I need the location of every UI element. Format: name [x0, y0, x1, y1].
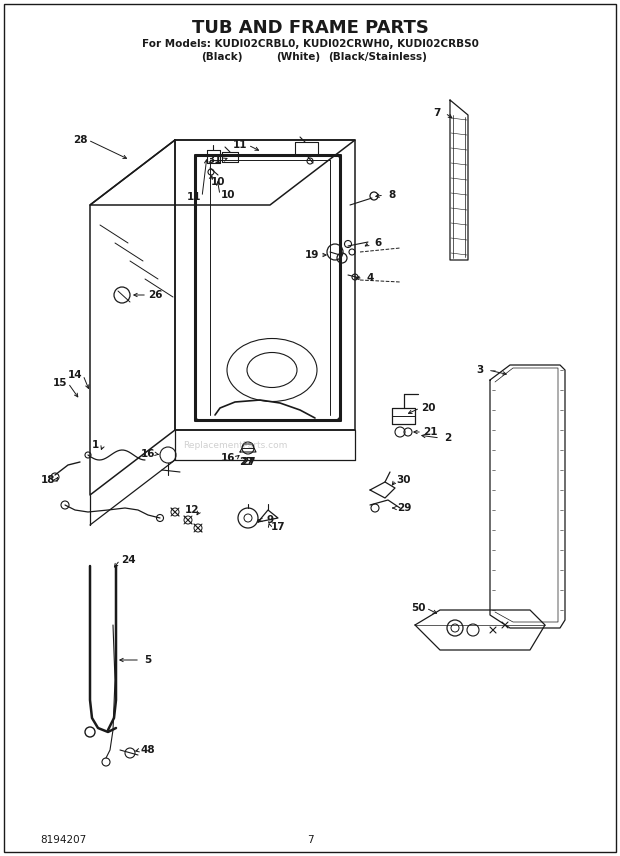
Text: 8194207: 8194207: [40, 835, 86, 845]
Text: 11: 11: [187, 192, 202, 202]
Text: 7: 7: [433, 108, 441, 118]
Text: 31: 31: [208, 155, 222, 165]
Text: 29: 29: [397, 503, 411, 513]
Text: 9: 9: [267, 515, 273, 525]
Text: 28: 28: [73, 135, 87, 145]
Text: 12: 12: [185, 505, 199, 515]
Text: 17: 17: [271, 522, 285, 532]
Text: TUB AND FRAME PARTS: TUB AND FRAME PARTS: [192, 19, 428, 37]
Text: 11: 11: [232, 140, 247, 150]
Text: 18: 18: [41, 475, 55, 485]
Text: 6: 6: [374, 238, 382, 248]
Text: 7: 7: [307, 835, 313, 845]
Text: 4: 4: [366, 273, 374, 283]
Text: 10: 10: [221, 190, 235, 200]
Text: 21: 21: [423, 427, 437, 437]
Text: 30: 30: [397, 475, 411, 485]
Text: 24: 24: [121, 555, 135, 565]
Text: 27: 27: [239, 457, 254, 467]
Text: 3: 3: [476, 365, 484, 375]
Text: ReplacementParts.com: ReplacementParts.com: [183, 441, 287, 449]
Text: 10: 10: [211, 177, 225, 187]
Text: For Models: KUDI02CRBL0, KUDI02CRWH0, KUDI02CRBS0: For Models: KUDI02CRBL0, KUDI02CRWH0, KU…: [141, 39, 479, 49]
Text: 8: 8: [388, 190, 396, 200]
Text: 16: 16: [221, 453, 235, 463]
Text: 14: 14: [68, 370, 82, 380]
Text: 20: 20: [421, 403, 435, 413]
Text: 1: 1: [91, 440, 99, 450]
Text: 48: 48: [141, 745, 156, 755]
Text: 27: 27: [241, 457, 255, 467]
Text: 2: 2: [445, 433, 451, 443]
Text: 26: 26: [148, 290, 162, 300]
Text: (White): (White): [276, 52, 320, 62]
Text: 50: 50: [410, 603, 425, 613]
Text: 5: 5: [144, 655, 152, 665]
Text: 15: 15: [53, 378, 67, 388]
Text: (Black/Stainless): (Black/Stainless): [329, 52, 427, 62]
Text: 19: 19: [305, 250, 319, 260]
Text: 16: 16: [141, 449, 155, 459]
Text: (Black): (Black): [202, 52, 243, 62]
